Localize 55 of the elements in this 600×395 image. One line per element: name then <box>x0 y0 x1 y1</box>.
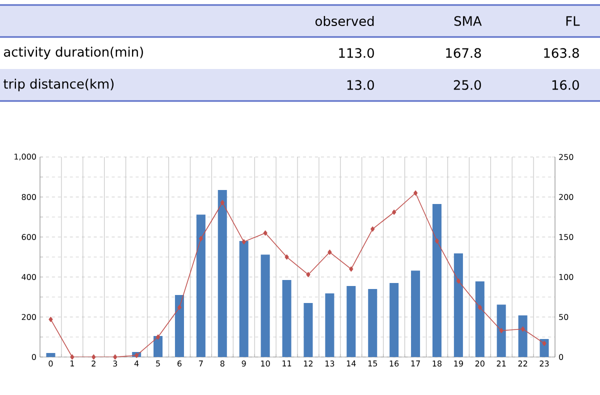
text: 13.0 <box>347 80 374 90</box>
bar <box>518 315 528 358</box>
point <box>242 239 246 244</box>
bar <box>496 304 506 358</box>
bar <box>46 353 56 358</box>
bar <box>282 280 292 358</box>
bar <box>260 254 270 358</box>
bar <box>368 289 378 358</box>
bar <box>540 339 549 358</box>
bar <box>411 270 420 358</box>
text: observed <box>315 16 374 26</box>
bar <box>346 286 356 358</box>
bar <box>454 253 463 358</box>
text: 113.0 <box>339 48 374 58</box>
bar <box>475 281 484 358</box>
point <box>456 278 460 284</box>
bar <box>154 336 163 358</box>
point <box>70 354 74 360</box>
bar <box>390 283 399 358</box>
text: SMA <box>454 16 482 26</box>
point <box>349 266 354 272</box>
point <box>478 304 482 310</box>
point <box>113 354 118 360</box>
text: trip distance(km) <box>4 78 114 92</box>
point <box>220 200 224 206</box>
point <box>156 334 160 340</box>
bar <box>239 241 248 358</box>
bar <box>325 293 334 358</box>
text: 163.8 <box>544 48 579 58</box>
point <box>370 226 375 232</box>
point <box>499 328 504 334</box>
text: 25.0 <box>454 80 481 90</box>
bar <box>174 295 184 358</box>
bar <box>218 190 227 358</box>
text: 16.0 <box>552 80 579 90</box>
point <box>284 254 289 260</box>
bar <box>304 303 313 358</box>
text: 167.8 <box>446 48 481 58</box>
text: FL <box>566 16 580 26</box>
bar <box>196 214 206 358</box>
point <box>263 230 268 236</box>
point <box>413 190 418 196</box>
point <box>48 316 53 322</box>
point <box>392 210 396 215</box>
point <box>306 272 310 278</box>
bar <box>432 204 442 358</box>
point <box>520 326 525 332</box>
point <box>198 236 203 242</box>
point <box>542 340 546 346</box>
point <box>177 304 182 310</box>
point <box>92 354 96 360</box>
point <box>328 250 332 255</box>
text: activity duration(min) <box>4 46 143 60</box>
point <box>134 352 139 358</box>
point <box>434 238 440 244</box>
